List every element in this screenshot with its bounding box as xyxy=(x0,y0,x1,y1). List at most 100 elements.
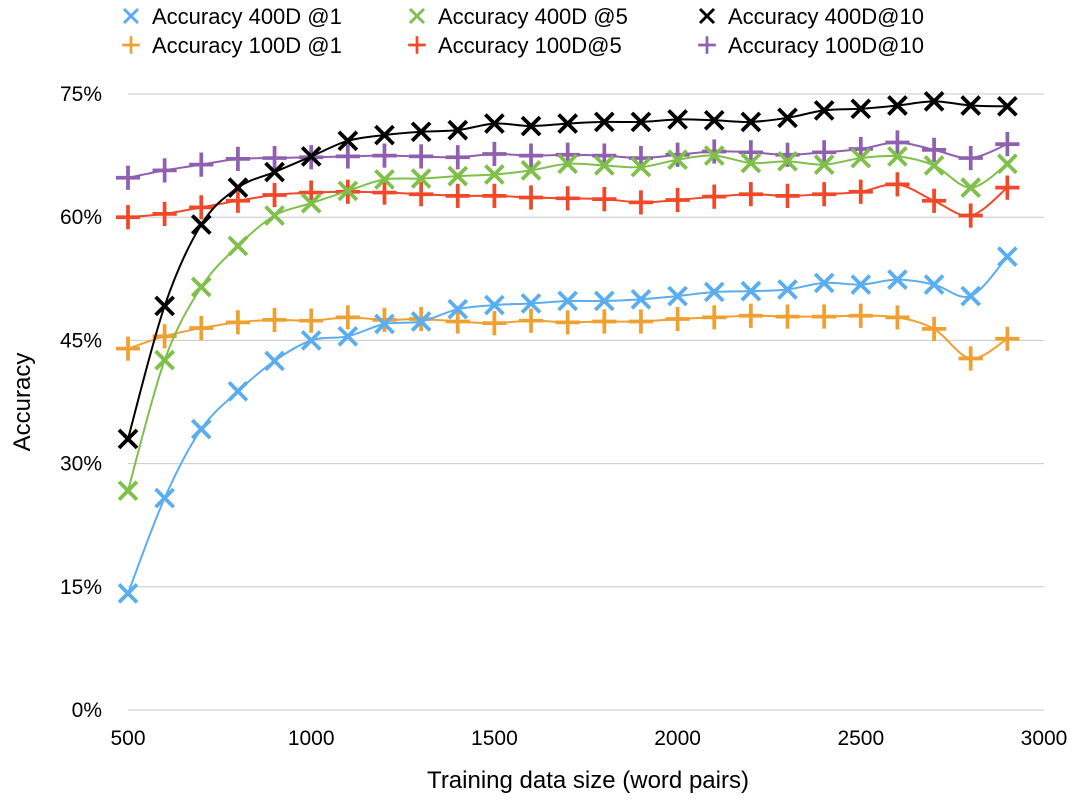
data-point xyxy=(152,324,177,349)
data-point xyxy=(921,137,947,162)
legend: Accuracy 400D @1 Accuracy 100D @1 Accuracy… xyxy=(122,4,924,58)
y-tick-label: 45% xyxy=(60,329,102,352)
data-point xyxy=(520,160,542,181)
data-point xyxy=(850,98,872,120)
data-point xyxy=(997,246,1018,267)
data-point xyxy=(189,195,214,220)
data-point xyxy=(960,285,982,307)
legend-marker xyxy=(408,36,426,54)
data-point xyxy=(997,95,1018,117)
data-point xyxy=(923,274,945,295)
data-point xyxy=(117,583,139,604)
legend-label: Accuracy 400D @5 xyxy=(438,4,628,29)
data-point xyxy=(995,175,1020,200)
gridlines xyxy=(128,93,1044,711)
data-point xyxy=(374,124,395,146)
data-point xyxy=(665,142,690,167)
data-point xyxy=(667,149,688,171)
data-point xyxy=(630,288,652,310)
data-point xyxy=(885,130,910,155)
data-point xyxy=(665,187,690,213)
data-point xyxy=(372,143,397,168)
data-point xyxy=(848,179,873,204)
x-tick-label: 1500 xyxy=(471,727,518,750)
data-point xyxy=(445,309,470,334)
data-point xyxy=(887,95,908,116)
data-point xyxy=(958,346,983,371)
data-point xyxy=(189,152,214,177)
data-point xyxy=(813,154,835,175)
data-point xyxy=(813,272,835,294)
data-point xyxy=(372,180,397,205)
data-point xyxy=(958,203,983,228)
data-point xyxy=(335,305,360,330)
data-point xyxy=(115,205,141,230)
data-point xyxy=(775,304,800,329)
data-point xyxy=(812,182,837,207)
data-point xyxy=(592,309,617,334)
y-tick-label: 30% xyxy=(60,453,102,476)
data-point xyxy=(264,205,285,226)
y-tick-label: 15% xyxy=(60,576,102,599)
legend-item: Accuracy 100D@5 xyxy=(408,33,622,58)
data-point xyxy=(703,281,725,303)
data-point xyxy=(520,293,542,314)
data-point xyxy=(484,164,505,185)
series-4 xyxy=(117,91,1018,450)
data-point xyxy=(740,280,762,302)
data-point xyxy=(262,182,287,208)
data-point xyxy=(887,269,908,290)
data-point xyxy=(740,111,762,133)
data-point xyxy=(738,182,763,207)
y-tick-label: 0% xyxy=(72,699,102,722)
data-point xyxy=(557,290,579,312)
series-2 xyxy=(117,145,1018,502)
data-point xyxy=(997,153,1018,175)
legend-item: Accuracy 400D @5 xyxy=(408,4,628,29)
data-point xyxy=(703,145,725,166)
data-point xyxy=(335,144,360,169)
data-point xyxy=(518,185,544,210)
series-1 xyxy=(115,303,1020,371)
data-point xyxy=(190,418,212,440)
data-point xyxy=(960,95,982,116)
data-point xyxy=(117,428,139,450)
data-point xyxy=(227,177,249,198)
x-tick-label: 2500 xyxy=(837,727,884,750)
data-point xyxy=(372,307,397,332)
data-point xyxy=(592,187,617,212)
data-point xyxy=(923,91,945,112)
data-point xyxy=(593,290,615,312)
legend-item: Accuracy 400D @1 xyxy=(122,4,342,29)
data-point xyxy=(848,303,873,328)
data-point xyxy=(593,111,615,133)
data-point xyxy=(813,100,835,121)
y-axis-title: Accuracy xyxy=(9,353,36,452)
data-point xyxy=(777,107,798,129)
data-point xyxy=(482,183,507,208)
data-point xyxy=(628,309,654,334)
data-point xyxy=(702,305,727,330)
data-point xyxy=(630,156,652,178)
series-0 xyxy=(117,246,1018,604)
data-point xyxy=(154,487,175,509)
data-point xyxy=(115,336,141,361)
legend-label: Accuracy 400D@10 xyxy=(728,4,924,29)
legend-label: Accuracy 400D @1 xyxy=(152,4,342,29)
data-point xyxy=(299,308,324,333)
data-point xyxy=(154,349,175,371)
data-point xyxy=(738,303,763,328)
data-point xyxy=(300,146,322,167)
data-point xyxy=(374,169,395,190)
data-point xyxy=(115,165,141,190)
data-point xyxy=(264,161,285,183)
data-point xyxy=(555,186,580,211)
data-point xyxy=(227,235,249,257)
data-point xyxy=(189,315,214,341)
data-point xyxy=(702,184,727,209)
data-point xyxy=(409,144,434,169)
data-point xyxy=(445,145,470,170)
data-point xyxy=(225,310,251,335)
data-point xyxy=(445,183,470,208)
data-point xyxy=(225,188,251,213)
